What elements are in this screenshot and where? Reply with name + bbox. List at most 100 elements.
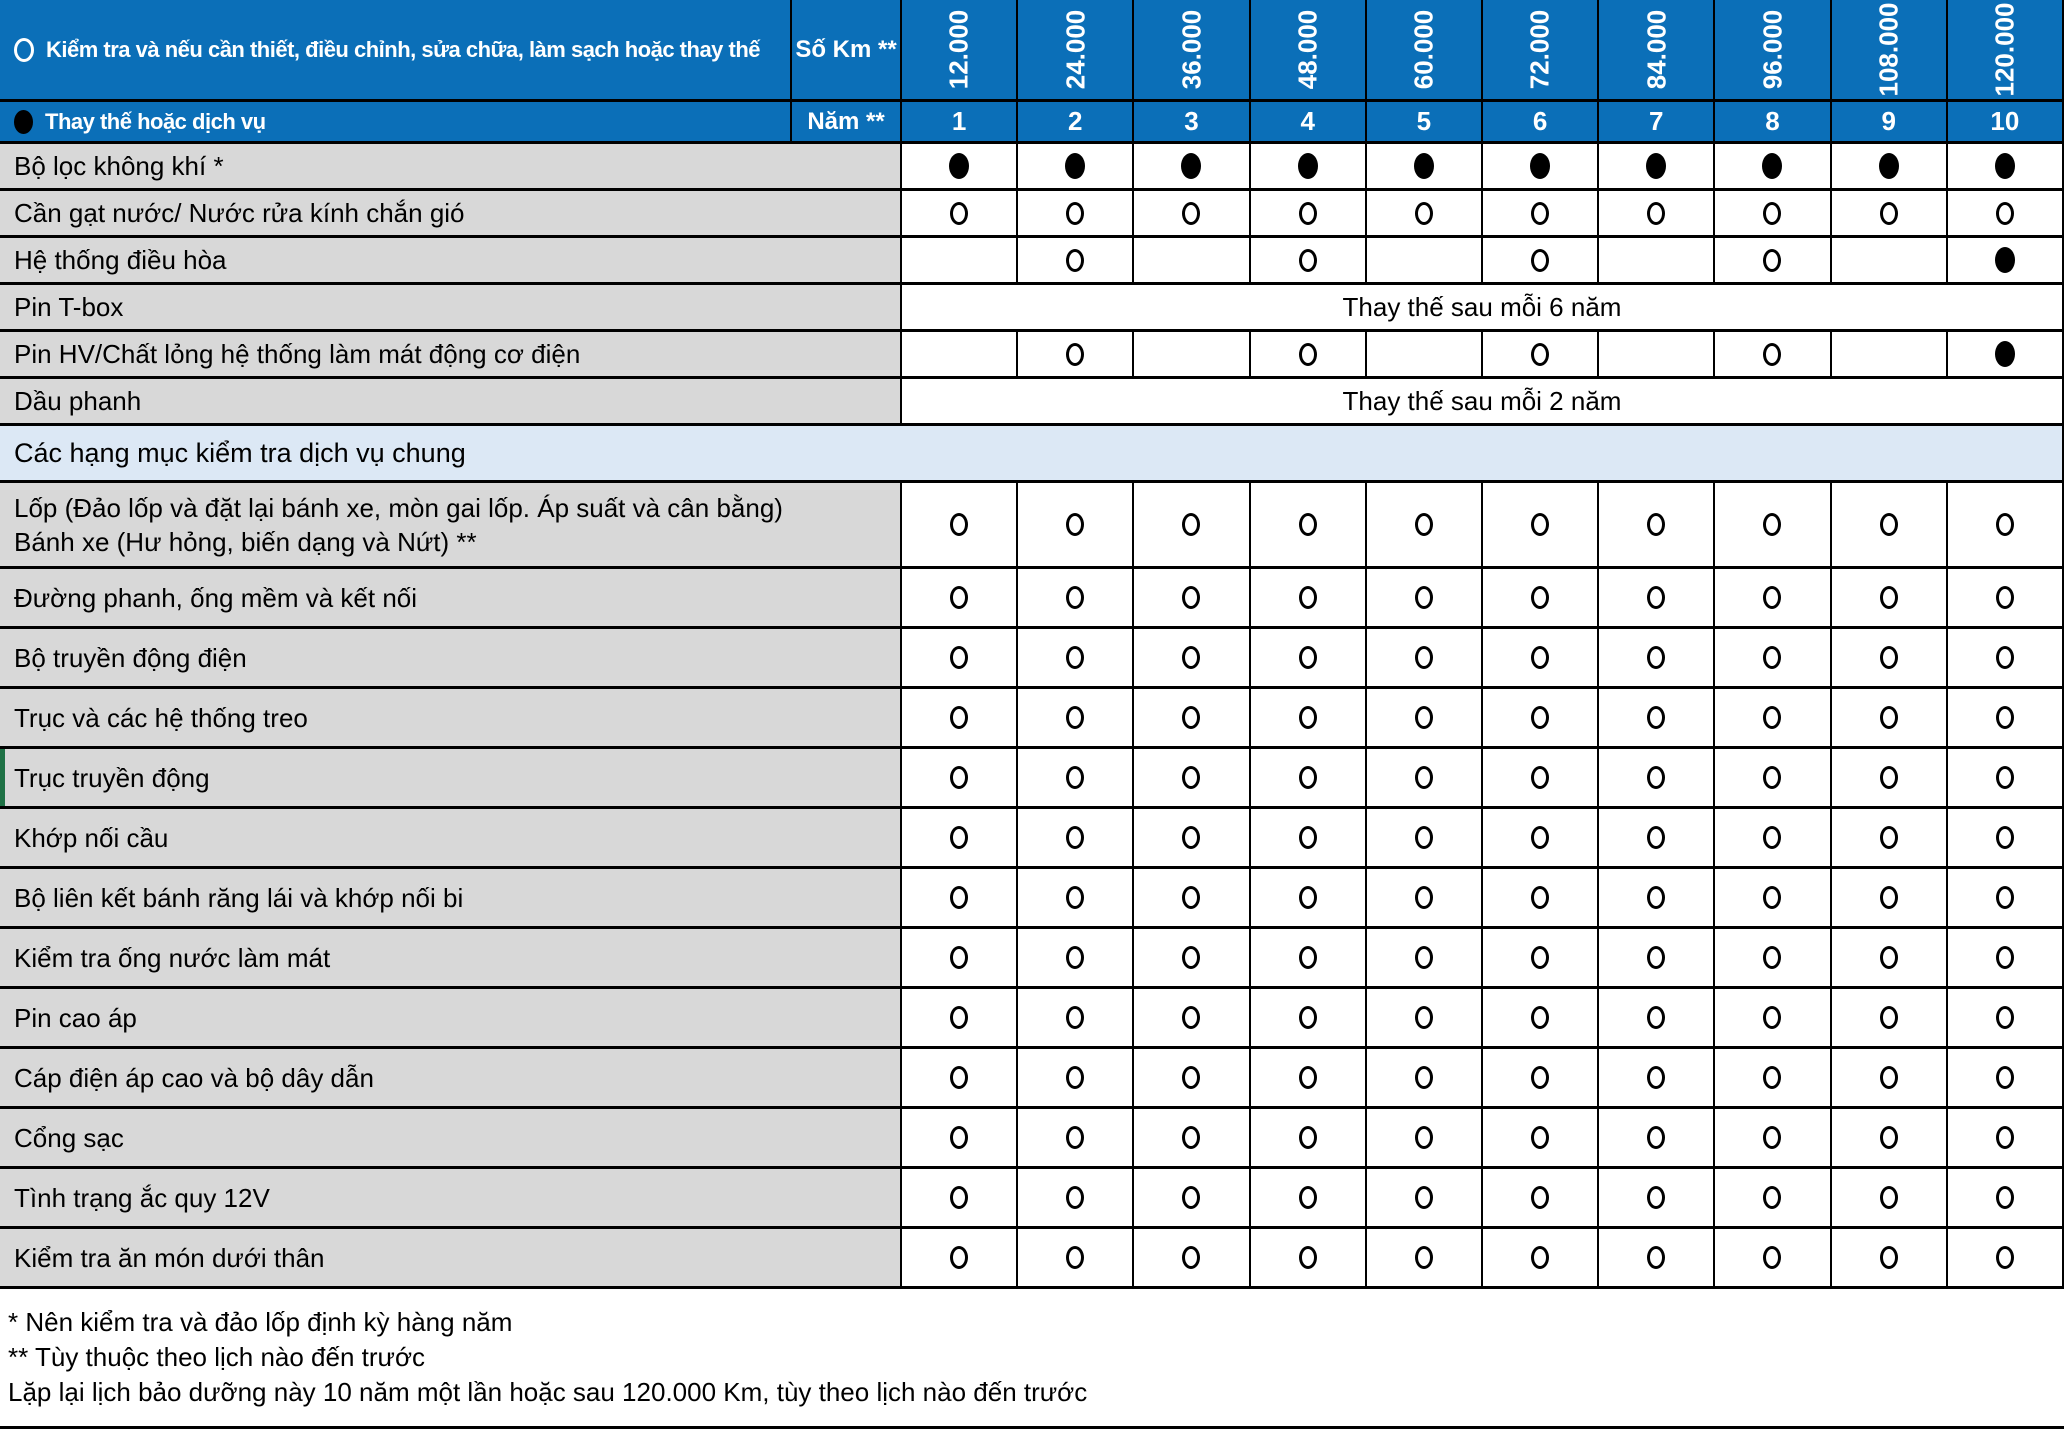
schedule-cell xyxy=(1016,689,1133,746)
empty-circle-icon xyxy=(1763,646,1782,669)
row-label-cell: Cáp điện áp cao và bộ dây dẫn xyxy=(0,1049,900,1106)
km-column-value: 12.000 xyxy=(943,9,974,90)
schedule-cell xyxy=(1480,629,1598,686)
empty-circle-icon xyxy=(1066,1186,1085,1209)
km-column-header: 60.000 xyxy=(1364,0,1481,99)
empty-circle-icon xyxy=(1647,1126,1666,1149)
schedule-cell xyxy=(1016,569,1133,626)
empty-circle-icon xyxy=(1531,1186,1550,1209)
row-label: Đường phanh, ống mềm và kết nối xyxy=(14,582,418,613)
row-label: Khớp nối cầu xyxy=(14,822,169,853)
schedule-cell xyxy=(1480,144,1598,188)
table-row: Tình trạng ắc quy 12V xyxy=(0,1169,2062,1229)
schedule-cell xyxy=(1713,191,1830,235)
schedule-cell xyxy=(1248,689,1365,746)
schedule-cell xyxy=(1597,1229,1714,1286)
schedule-cell xyxy=(900,569,1017,626)
km-label-cell: Số Km ** xyxy=(790,0,900,99)
schedule-cell xyxy=(1945,191,2062,235)
schedule-cell xyxy=(1713,569,1830,626)
schedule-cell xyxy=(1597,569,1714,626)
schedule-cell xyxy=(1364,629,1481,686)
schedule-cell xyxy=(1248,1229,1365,1286)
km-column-value: 120.000 xyxy=(1989,2,2020,97)
schedule-cell xyxy=(1829,332,1946,376)
table-row: Hệ thống điều hòa xyxy=(0,238,2062,285)
empty-circle-icon xyxy=(1298,1006,1317,1029)
km-column-value: 48.000 xyxy=(1292,9,1323,90)
empty-circle-icon xyxy=(1995,513,2014,536)
empty-circle-icon xyxy=(1531,1246,1550,1269)
schedule-cell xyxy=(1248,809,1365,866)
footnote-line: ** Tùy thuộc theo lịch nào đến trước xyxy=(8,1342,425,1372)
empty-circle-icon xyxy=(1531,886,1550,909)
empty-circle-icon xyxy=(1995,1006,2014,1029)
schedule-cell xyxy=(1480,989,1598,1046)
row-label: Bộ liên kết bánh răng lái và khớp nối bi xyxy=(14,882,464,913)
empty-circle-icon xyxy=(1879,646,1898,669)
empty-circle-icon xyxy=(1879,1246,1898,1269)
empty-circle-icon xyxy=(1066,1126,1085,1149)
empty-circle-icon xyxy=(1995,1186,2014,1209)
empty-circle-icon xyxy=(1298,826,1317,849)
empty-circle-icon xyxy=(1647,586,1666,609)
km-column-value: 24.000 xyxy=(1059,9,1090,90)
empty-circle-icon xyxy=(1879,586,1898,609)
schedule-cell xyxy=(1713,809,1830,866)
schedule-cell xyxy=(1713,1169,1830,1226)
empty-circle-icon xyxy=(950,1006,969,1029)
schedule-cell xyxy=(1132,483,1249,566)
filled-circle-icon xyxy=(1646,153,1667,179)
schedule-cell xyxy=(1945,989,2062,1046)
section-title: Các hạng mục kiểm tra dịch vụ chung xyxy=(14,437,466,468)
schedule-cell xyxy=(1132,629,1249,686)
empty-circle-icon xyxy=(1298,1066,1317,1089)
filled-circle-icon xyxy=(1181,153,1202,179)
schedule-cell xyxy=(1480,929,1598,986)
row-label: Dầu phanh xyxy=(14,386,142,416)
row-label-cell: Kiểm tra ống nước làm mát xyxy=(0,929,900,986)
empty-circle-icon xyxy=(1995,706,2014,729)
schedule-cell xyxy=(1248,869,1365,926)
schedule-cell xyxy=(1132,689,1249,746)
year-column-header: 5 xyxy=(1364,102,1481,141)
merged-note-cell: Thay thế sau mỗi 6 năm xyxy=(900,285,2062,329)
empty-circle-icon xyxy=(1763,1006,1782,1029)
km-label: Số Km ** xyxy=(795,35,897,63)
schedule-cell xyxy=(1016,1169,1133,1226)
schedule-cell xyxy=(1713,483,1830,566)
filled-circle-icon xyxy=(1065,153,1086,179)
schedule-cell xyxy=(1480,332,1598,376)
empty-circle-icon xyxy=(1879,1186,1898,1209)
inspect-legend-text: Kiểm tra và nếu cần thiết, điều chỉnh, s… xyxy=(46,36,761,62)
header-row-km: Kiểm tra và nếu cần thiết, điều chỉnh, s… xyxy=(0,0,2062,102)
year-column-header: 7 xyxy=(1597,102,1713,141)
schedule-cell xyxy=(1132,1169,1249,1226)
empty-circle-icon xyxy=(1647,766,1666,789)
empty-circle-icon xyxy=(1066,201,1085,225)
empty-circle-icon xyxy=(1879,706,1898,729)
empty-circle-icon xyxy=(1414,886,1433,909)
empty-circle-icon xyxy=(1066,826,1085,849)
row-label: Pin cao áp xyxy=(14,1002,137,1033)
empty-circle-icon xyxy=(1298,342,1317,366)
empty-circle-icon xyxy=(1066,1006,1085,1029)
table-row: Bộ lọc không khí * xyxy=(0,144,2062,191)
empty-circle-icon xyxy=(1414,766,1433,789)
schedule-cell xyxy=(1945,1169,2062,1226)
schedule-cell xyxy=(1945,1049,2062,1106)
schedule-cell xyxy=(1132,929,1249,986)
empty-circle-icon xyxy=(1182,826,1201,849)
row-label-cell: Hệ thống điều hòa xyxy=(0,238,900,282)
schedule-cell xyxy=(900,483,1017,566)
schedule-cell xyxy=(1597,483,1714,566)
schedule-cell xyxy=(1480,749,1598,806)
schedule-cell xyxy=(900,144,1017,188)
table-row: Khớp nối cầu xyxy=(0,809,2062,869)
km-column-value: 84.000 xyxy=(1640,9,1671,90)
empty-circle-icon xyxy=(14,37,34,62)
empty-circle-icon xyxy=(1647,886,1666,909)
empty-circle-icon xyxy=(1879,1066,1898,1089)
empty-circle-icon xyxy=(950,766,969,789)
schedule-cell xyxy=(1713,1109,1830,1166)
